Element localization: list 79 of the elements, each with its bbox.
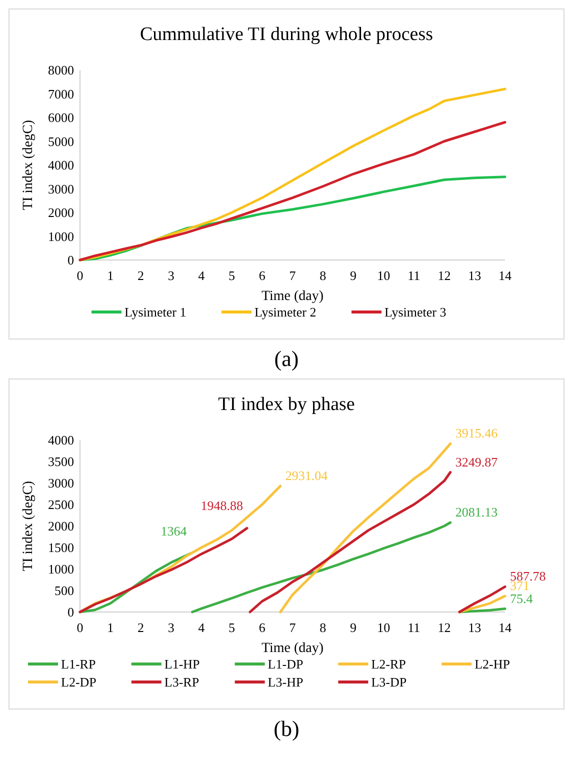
data-label: 3249.87 (455, 454, 498, 470)
y-tick-label: 4000 (48, 158, 74, 173)
legend-label: L3-HP (268, 674, 304, 690)
x-tick-label: 2 (137, 268, 144, 283)
line-series (78, 526, 248, 614)
y-tick-label: 1000 (48, 228, 74, 244)
y-axis-title: TI index (degC) (21, 120, 36, 210)
x-tick-label: 7 (289, 620, 296, 635)
text: (b) (274, 716, 300, 741)
y-tick-label: 2500 (48, 497, 74, 512)
line-series (458, 585, 506, 614)
x-tick-label: 11 (408, 620, 420, 635)
y-tick-label: 2000 (48, 205, 74, 220)
x-tick-label: 2 (137, 620, 144, 635)
line-series (279, 442, 452, 614)
x-tick-label: 10 (377, 620, 390, 635)
data-label: 75.4 (510, 590, 534, 606)
y-tick-label: 3000 (48, 181, 74, 196)
legend-label: L2-HP (474, 656, 510, 672)
y-tick-label: 0 (68, 604, 74, 620)
line-series (248, 471, 452, 614)
x-tick-label: 7 (289, 268, 296, 283)
text: (a) (274, 346, 299, 371)
x-tick-label: 14 (498, 268, 512, 283)
x-tick-label: 13 (468, 268, 482, 283)
x-tick-label: 14 (498, 620, 512, 635)
x-tick-label: 12 (438, 268, 451, 283)
y-tick-label: 3000 (48, 476, 74, 491)
y-tick-label: 500 (54, 583, 74, 598)
x-tick-label: 4 (198, 268, 206, 283)
x-tick-label: 11 (408, 268, 420, 283)
x-tick-label: 5 (228, 620, 236, 635)
chart-title: TI index by phase (218, 394, 355, 415)
x-tick-label: 13 (468, 620, 482, 635)
y-tick-label: 1000 (48, 562, 74, 577)
y-tick-label: 1500 (48, 540, 74, 556)
legend-label: L1-DP (268, 656, 304, 672)
data-label: 2931.04 (285, 468, 328, 483)
x-axis-title: Time (day) (261, 641, 324, 656)
y-tick-label: 2000 (48, 518, 74, 534)
y-axis-title: TI index (degC) (21, 480, 36, 572)
line-series (458, 594, 506, 614)
y-tick-label: 8000 (48, 62, 74, 78)
line-series (191, 521, 452, 614)
data-label: 1948.88 (200, 498, 243, 514)
chart-title: Cummulative TI during whole process (140, 24, 434, 45)
x-tick-label: 6 (258, 620, 266, 635)
x-tick-label: 4 (198, 620, 206, 635)
data-label: 2081.13 (455, 504, 498, 520)
x-tick-label: 3 (168, 620, 174, 635)
x-tick-label: 10 (377, 268, 390, 283)
legend-label: L1-HP (164, 656, 200, 672)
y-tick-label: 0 (68, 252, 74, 268)
legend-label: Lysimeter 3 (384, 304, 446, 320)
legend-label: L2-RP (371, 656, 406, 672)
x-tick-label: 8 (320, 268, 326, 283)
y-tick-label: 7000 (48, 86, 74, 102)
data-label: 3915.46 (455, 426, 498, 441)
legend-label: Lysimeter 2 (254, 304, 316, 320)
legend-label: Lysimeter 1 (124, 304, 186, 320)
y-tick-label: 5000 (48, 134, 74, 149)
x-tick-label: 12 (438, 620, 451, 635)
x-tick-label: 9 (350, 620, 356, 635)
x-tick-label: 1 (107, 620, 114, 635)
y-tick-label: 4000 (48, 432, 74, 448)
legend-label: L1-RP (61, 656, 96, 672)
x-tick-label: 3 (168, 268, 174, 283)
legend-label: L3-RP (164, 674, 200, 690)
x-tick-label: 8 (320, 620, 326, 635)
legend-label: L2-DP (61, 674, 96, 690)
x-tick-label: 9 (350, 268, 356, 283)
y-tick-label: 6000 (48, 110, 74, 126)
data-label: 1364 (160, 523, 188, 538)
x-tick-label: 6 (258, 268, 266, 283)
x-axis-title: Time (day) (261, 289, 324, 304)
x-tick-label: 1 (107, 268, 114, 283)
x-tick-label: 5 (228, 268, 236, 283)
legend-label: L3-DP (371, 674, 407, 690)
y-tick-label: 3500 (48, 454, 74, 470)
